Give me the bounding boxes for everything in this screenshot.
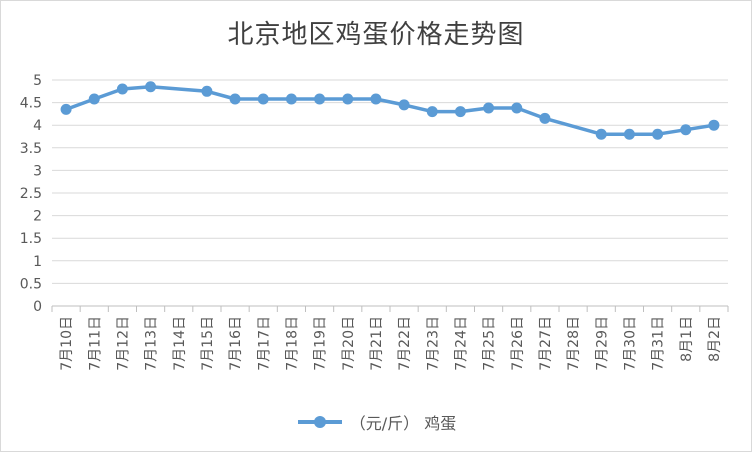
x-tick-label: 7月31日 — [651, 316, 667, 371]
y-tick-label: 2.5 — [20, 186, 42, 202]
data-point — [652, 128, 664, 140]
data-point — [539, 112, 551, 124]
y-tick-label: 5 — [33, 73, 42, 89]
x-tick-label: 7月25日 — [482, 316, 498, 371]
data-point — [60, 103, 72, 115]
x-tick-label: 7月21日 — [369, 316, 385, 371]
data-point — [595, 128, 607, 140]
legend: （元/斤） 鸡蛋 — [0, 410, 752, 434]
x-tick-label: 7月15日 — [200, 316, 216, 371]
data-point — [398, 99, 410, 111]
legend-marker-icon — [297, 416, 342, 428]
x-tick-label: 8月2日 — [707, 316, 723, 362]
x-axis: 7月10日 7月11日 7月12日 7月13日 7月14日 7月15日 7月16日 7月17日… — [51, 305, 729, 371]
y-tick-label: 0.5 — [20, 276, 42, 292]
data-point — [426, 106, 438, 118]
data-point — [454, 106, 466, 118]
x-tick-label: 7月12日 — [115, 316, 131, 371]
series — [60, 81, 720, 140]
x-tick-label: 7月29日 — [594, 316, 610, 371]
x-tick-label: 7月24日 — [453, 316, 469, 371]
x-tick-label: 7月13日 — [144, 316, 160, 371]
data-point — [285, 93, 297, 105]
data-point — [623, 128, 635, 140]
x-tick-label: 7月11日 — [87, 316, 103, 371]
y-tick-label: 3.5 — [20, 141, 42, 157]
x-tick-label: 7月19日 — [313, 316, 329, 371]
y-tick-label: 1.5 — [20, 231, 42, 247]
data-point — [314, 93, 326, 105]
chart-title: 北京地区鸡蛋价格走势图 — [227, 20, 525, 50]
y-axis: 0 0.5 1 1.5 2 2.5 3 3.5 4 4.5 5 — [20, 73, 42, 315]
data-point — [483, 102, 495, 114]
y-tick-label: 2 — [33, 209, 42, 225]
x-tick-label: 7月18日 — [284, 316, 300, 371]
x-tick-label: 7月20日 — [341, 316, 357, 371]
x-tick-label: 7月17日 — [256, 316, 272, 371]
x-tick-label: 7月23日 — [425, 316, 441, 371]
x-tick-label: 7月16日 — [228, 316, 244, 371]
y-tick-label: 4 — [33, 118, 42, 134]
data-point — [116, 83, 128, 95]
x-tick-label: 7月26日 — [510, 316, 526, 371]
data-point — [511, 102, 523, 114]
data-point — [229, 93, 241, 105]
x-tick-label: 7月10日 — [59, 316, 75, 371]
data-point — [342, 93, 354, 105]
series-line-0 — [64, 85, 716, 136]
x-tick-label: 7月30日 — [622, 316, 638, 371]
x-tick-label: 7月22日 — [397, 316, 413, 371]
data-point — [370, 93, 382, 105]
data-point — [201, 85, 213, 97]
legend-label: （元/斤） 鸡蛋 — [349, 414, 457, 433]
gridlines — [52, 79, 728, 307]
y-tick-label: 0 — [33, 299, 42, 315]
data-point — [680, 124, 692, 136]
y-tick-label: 4.5 — [20, 96, 42, 112]
x-tick-label: 7月27日 — [538, 316, 554, 371]
x-tick-label: 7月28日 — [566, 316, 582, 371]
data-point — [708, 119, 720, 131]
y-tick-label: 3 — [33, 163, 42, 179]
y-tick-label: 1 — [33, 254, 42, 270]
data-point — [88, 93, 100, 105]
data-point — [145, 81, 157, 93]
x-tick-label: 7月14日 — [172, 316, 188, 371]
data-point — [257, 93, 269, 105]
x-tick-label: 8月1日 — [679, 316, 695, 362]
